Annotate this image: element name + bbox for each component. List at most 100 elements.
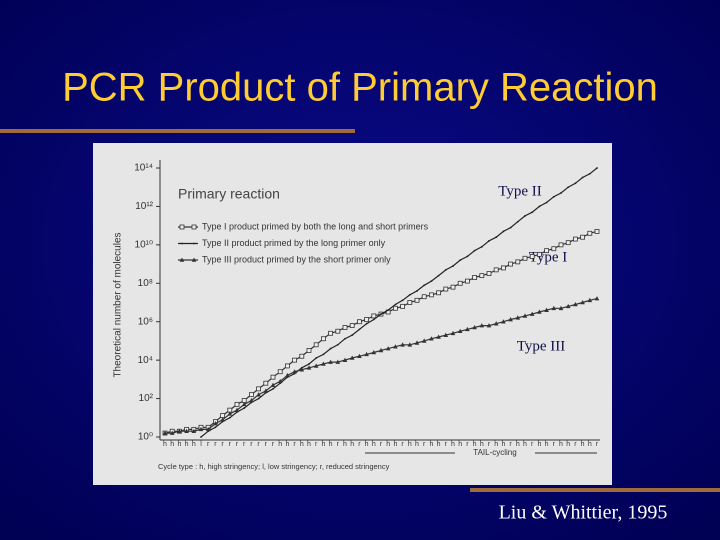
x-tick-label: h [473,441,477,448]
x-tick-label: h [300,441,304,448]
marker [479,273,485,279]
marker [436,290,442,296]
x-tick-label: r [574,441,577,448]
marker [272,387,274,390]
marker [522,313,528,318]
marker [371,349,377,355]
marker [515,259,521,265]
marker [522,255,528,261]
marker [457,280,463,286]
marker [321,361,326,366]
x-tick-label: h [170,441,174,448]
marker [191,257,197,262]
x-tick-label: r [553,441,556,448]
marker [162,430,168,435]
chart-image [93,143,612,485]
marker [473,249,476,252]
marker [234,401,240,407]
marker [558,242,564,248]
x-tick-label: h [516,441,520,448]
marker [385,346,391,351]
x-tick-label: r [445,441,448,448]
marker [214,426,217,429]
marker [565,303,571,309]
marker [392,305,398,311]
x-tick-label: h [372,441,376,448]
x-tick-label: h [537,441,541,448]
x-tick-label: h [494,441,498,448]
slide-title: PCR Product of Primary Reaction [62,66,658,110]
marker [452,265,454,267]
marker [436,334,441,339]
x-tick-label: r [596,441,599,448]
x-tick-label: r [243,441,246,448]
marker [407,300,413,305]
y-axis-label: Theoretical number of molecules [113,232,124,377]
marker [437,274,440,277]
marker [551,246,557,252]
marker [249,398,254,403]
marker [342,357,348,362]
legend-label: Type I product primed by both the long a… [202,221,429,231]
marker [444,268,447,271]
marker [573,236,578,242]
marker [342,325,348,330]
x-tick-label: r [250,441,253,448]
x-tick-label: h [307,441,311,448]
marker [349,323,355,328]
x-tick-label: h [177,441,181,448]
x-tick-label: r [531,441,534,448]
marker [357,353,362,359]
marker [200,436,202,438]
marker [516,220,519,223]
y-tick-label: 10¹⁴ [134,163,153,174]
x-tick-label: h [350,441,354,448]
x-tick-label: h [545,441,549,448]
marker [493,267,499,273]
x-tick-label: h [458,441,462,448]
marker [581,176,584,179]
marker [220,413,226,418]
y-tick-label: 10⁸ [138,278,153,289]
marker [430,280,433,282]
marker [243,407,246,409]
marker [256,386,262,392]
marker [428,292,434,298]
marker [414,340,420,345]
x-tick-label: h [559,441,563,448]
marker [531,211,534,214]
x-tick-label: r [315,441,318,448]
marker [393,344,398,349]
legend-title: Primary reaction [178,186,280,202]
marker [306,365,312,370]
marker [594,296,600,301]
y-tick-label: 10¹⁰ [135,239,153,250]
marker [372,318,375,321]
marker [234,407,240,412]
marker [198,426,204,432]
x-tick-label: r [221,441,224,448]
legend-label: Type III product primed by the short pri… [202,254,391,264]
marker [351,334,354,337]
marker [544,307,549,312]
x-tick-label: h [386,441,390,448]
marker [313,342,319,348]
x-tick-label: r [236,441,239,448]
marker [263,380,269,386]
marker [292,369,297,374]
marker [480,245,483,248]
marker [179,257,185,262]
marker [558,305,564,311]
marker [580,300,585,305]
x-tick-label: h [581,441,585,448]
x-tick-label: h [451,441,455,448]
marker [387,309,390,312]
marker [421,294,427,300]
marker [565,240,571,246]
marker [464,278,470,284]
marker [191,224,197,230]
marker [450,284,456,290]
marker [537,251,542,257]
x-tick-label: h [343,441,347,448]
